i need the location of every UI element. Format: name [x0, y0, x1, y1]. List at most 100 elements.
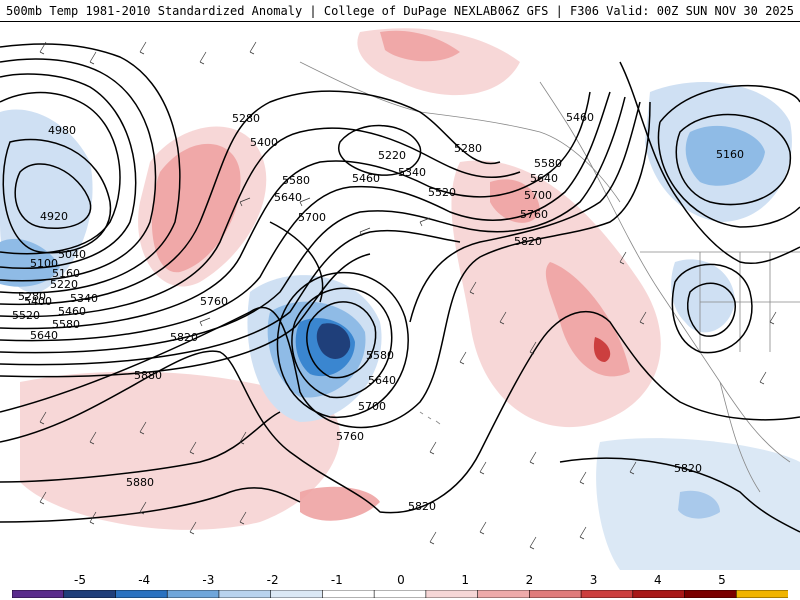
low-contour-5580 — [306, 301, 377, 379]
wind-barb — [39, 491, 247, 535]
colorbar-swatch — [322, 590, 375, 598]
anomaly-colorbar — [12, 590, 788, 598]
contour-label: 5220 — [378, 149, 406, 162]
colorbar-swatch — [373, 590, 427, 598]
contour-label: 5520 — [12, 309, 40, 322]
contour-label: 5820 — [674, 462, 702, 475]
colorbar-tick-label: 2 — [525, 573, 534, 587]
contour-label: 5400 — [250, 136, 278, 149]
warm-anomaly-core — [545, 262, 630, 377]
colorbar-swatch — [270, 590, 324, 598]
contour-label: 4980 — [48, 124, 76, 137]
contour-label: 5340 — [70, 292, 98, 305]
wind-barb — [39, 41, 257, 65]
contour-label: 5280 — [454, 142, 482, 155]
contour-label: 5220 — [50, 278, 78, 291]
colorbar-swatch — [632, 590, 686, 598]
contour-label: 5820 — [170, 331, 198, 344]
contour-label: 5160 — [52, 267, 80, 280]
contour-5100 — [0, 73, 137, 269]
weather-map: 4980 4920 5040 5100 5160 5220 5280 5340 … — [0, 22, 800, 570]
colorbar-swatch — [166, 590, 220, 598]
contour-label: 5640 — [530, 172, 558, 185]
contour-5160-west — [0, 58, 157, 282]
model-run-info: 06Z GFS | F306 Valid: 00Z SUN NOV 30 202… — [497, 4, 794, 18]
contour-labels: 4980 4920 5040 5100 5160 5220 5280 5340 … — [12, 111, 744, 513]
contour-label: 5160 — [716, 148, 744, 161]
contour-label: 5760 — [520, 208, 548, 221]
warm-anomaly-region — [20, 371, 340, 530]
contour-label: 5700 — [298, 211, 326, 224]
colorbar-swatch — [684, 590, 738, 598]
colorbar-swatch — [477, 590, 531, 598]
contour-label: 5640 — [368, 374, 396, 387]
map-title: 500mb Temp 1981-2010 Standardized Anomal… — [6, 4, 498, 18]
contour-label: 5400 — [24, 295, 52, 308]
contour-5880-south — [0, 487, 301, 523]
colorbar-swatch — [63, 590, 117, 598]
contour-5760 — [0, 101, 651, 429]
colorbar-tick-label: 0 — [397, 573, 405, 587]
anomaly-shading — [0, 28, 800, 570]
colorbar-tick-label: -1 — [330, 573, 343, 587]
colorbar-tick-label: -2 — [266, 573, 279, 587]
wind-barb — [619, 251, 777, 385]
contour-label: 5580 — [534, 157, 562, 170]
cool-anomaly-mid — [678, 490, 720, 519]
map-header: 500mb Temp 1981-2010 Standardized Anomal… — [0, 0, 800, 22]
mexico-coastline — [719, 381, 761, 493]
contour-label: 5700 — [358, 400, 386, 413]
warm-anomaly-core — [300, 486, 380, 521]
contour-5340 — [0, 127, 521, 318]
state-borders — [699, 252, 800, 352]
cool-anomaly-region — [671, 259, 735, 333]
contour-label: 5340 — [398, 166, 426, 179]
low-east-outer — [657, 84, 800, 228]
contour-5280-north — [0, 90, 501, 306]
low-contour-5700 — [276, 271, 409, 418]
wind-barb — [429, 521, 587, 550]
wind-barbs — [39, 41, 777, 550]
contour-5700 — [269, 101, 641, 323]
contour-label: 5880 — [134, 369, 162, 382]
colorbar-tick-label: -3 — [202, 573, 215, 587]
contour-4920 — [14, 163, 92, 229]
colorbar-labels: -5 -4 -3 -2 -1 0 1 2 3 4 5 — [0, 573, 800, 589]
contour-5400 — [0, 91, 591, 330]
height-contours — [0, 43, 800, 533]
contour-label: 5640 — [274, 191, 302, 204]
contour-label: 5460 — [352, 172, 380, 185]
contour-4980 — [2, 138, 112, 254]
warm-anomaly-peak — [593, 337, 611, 362]
contour-5040 — [0, 91, 121, 255]
colorbar-swatch — [425, 590, 479, 598]
low-sw-us — [687, 282, 736, 337]
alaska-coastline — [299, 61, 621, 203]
coastlines — [299, 61, 800, 493]
contour-label: 5460 — [58, 305, 86, 318]
trough-east-contour — [619, 61, 800, 265]
low-contour-5640 — [291, 287, 393, 399]
contour-5460 — [0, 91, 611, 342]
colorbar-swatch — [529, 590, 582, 598]
closed-contour-5220-central — [338, 124, 422, 176]
contour-5820-southeast — [559, 457, 800, 533]
colorbar-swatch — [580, 590, 634, 598]
low-sw-us-outer — [671, 263, 753, 354]
colorbar-swatch — [218, 590, 272, 598]
contour-label: 5820 — [408, 500, 436, 513]
colorbar-swatch — [115, 590, 169, 598]
contour-label: 5520 — [428, 186, 456, 199]
contour-label: 5760 — [200, 295, 228, 308]
contour-label: 5580 — [282, 174, 310, 187]
cool-anomaly-peak — [316, 323, 351, 359]
wind-barb — [39, 411, 247, 455]
wind-barb — [459, 281, 537, 365]
contour-label: 5640 — [30, 329, 58, 342]
contour-label: 5820 — [514, 235, 542, 248]
cool-anomaly-mid — [685, 125, 765, 186]
contour-5820 — [0, 311, 800, 514]
contour-label: 5040 — [58, 248, 86, 261]
wind-barb — [199, 197, 431, 327]
contour-5580-west — [0, 229, 461, 366]
